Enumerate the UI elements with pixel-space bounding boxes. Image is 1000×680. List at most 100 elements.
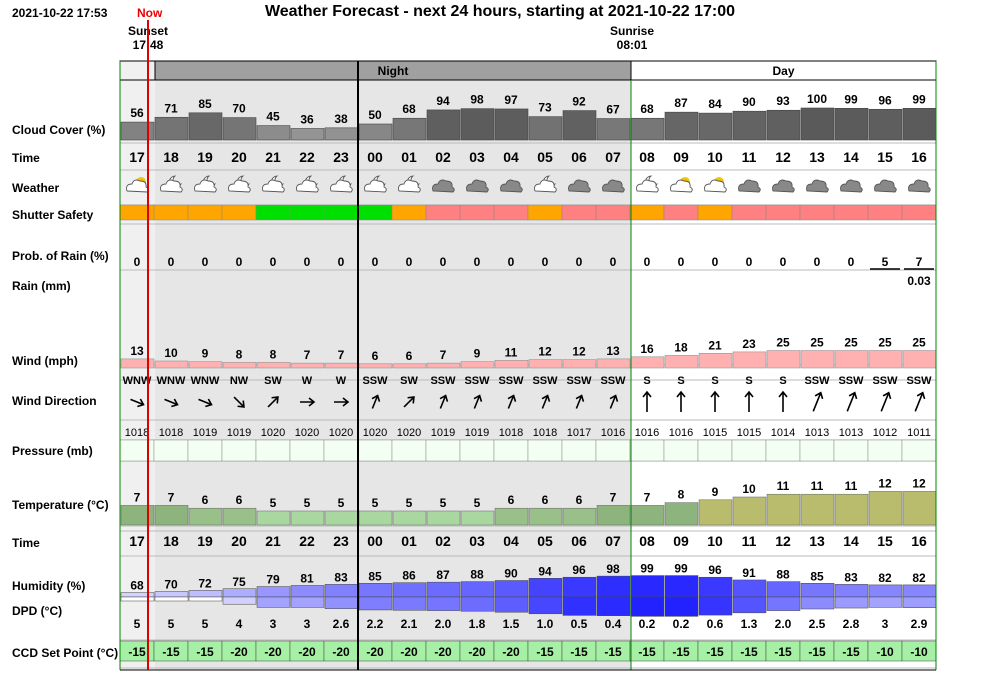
wind-direction-label: SSW	[464, 375, 490, 387]
wind-bar	[902, 350, 937, 369]
cloud-cover-bar	[902, 108, 937, 141]
prob-rain-value: 0	[678, 255, 685, 269]
pressure-value: 1012	[873, 427, 897, 439]
temperature-bar	[800, 493, 835, 526]
wind-bar	[800, 350, 835, 369]
temperature-bar	[902, 491, 937, 526]
cloud-cover-value: 68	[402, 102, 416, 116]
ccd-value: -15	[774, 645, 792, 659]
pressure-cell	[493, 439, 529, 462]
cloud-cover-bar	[222, 117, 257, 141]
row-label-cloud-cover: Cloud Cover (%)	[12, 123, 106, 137]
pressure-cell	[901, 439, 937, 462]
shutter-safety-cell	[595, 204, 631, 221]
temperature-value: 6	[542, 493, 549, 507]
wind-bar	[732, 351, 767, 369]
ccd-value: -20	[264, 645, 282, 659]
row-label-humidity: Humidity (%)	[12, 579, 86, 593]
wind-direction-label: SSW	[804, 375, 830, 387]
pressure-cell	[153, 439, 189, 462]
time-label-bottom: 18	[163, 533, 179, 549]
temperature-bar	[426, 510, 461, 526]
humidity-value: 96	[708, 563, 722, 577]
pressure-cell	[833, 439, 869, 462]
wind-arrow-icon	[198, 398, 213, 408]
dpd-bar	[324, 596, 359, 609]
shutter-safety-cell	[153, 204, 189, 221]
temperature-value: 5	[372, 496, 379, 510]
temperature-value: 5	[474, 496, 481, 510]
wind-value: 8	[236, 347, 243, 361]
pressure-value: 1016	[635, 427, 659, 439]
humidity-bar	[120, 592, 155, 598]
now-label: Now	[137, 6, 163, 20]
temperature-bar	[222, 507, 257, 526]
pressure-cell	[595, 439, 631, 462]
shutter-safety-cell	[867, 204, 903, 221]
time-label-bottom: 22	[299, 533, 315, 549]
temperature-bar	[834, 493, 869, 526]
pressure-cell	[765, 439, 801, 462]
cloud-cover-value: 68	[640, 102, 654, 116]
ccd-value: -20	[298, 645, 316, 659]
row-label-pressure: Pressure (mb)	[12, 444, 93, 458]
wind-arrow-icon	[334, 397, 350, 407]
sunrise-marker: Sunrise 08:01	[597, 24, 667, 52]
ccd-value: -20	[332, 645, 350, 659]
humidity-bar	[426, 581, 461, 598]
wind-bar	[358, 363, 393, 369]
partly-cloudy-day-icon	[670, 177, 693, 193]
temperature-value: 7	[168, 490, 175, 504]
humidity-value: 82	[878, 571, 892, 585]
dpd-bar	[902, 596, 937, 608]
shutter-safety-cell	[833, 204, 869, 221]
wind-arrow-icon	[744, 390, 754, 412]
humidity-bar	[154, 591, 189, 598]
pressure-cell	[697, 439, 733, 462]
shutter-safety-cell	[527, 204, 563, 221]
dpd-value: 0.4	[605, 617, 622, 631]
time-label-bottom: 17	[129, 533, 145, 549]
cloud-cover-value: 56	[130, 106, 144, 120]
wind-bar	[562, 359, 597, 369]
time-label-bottom: 10	[707, 533, 723, 549]
row-label-dpd: DPD (°C)	[12, 604, 63, 618]
dpd-bar	[290, 596, 325, 608]
temperature-bar	[664, 502, 699, 526]
humidity-value: 70	[164, 578, 178, 592]
cloud-cover-bar	[392, 117, 427, 141]
dpd-value: 1.3	[741, 617, 758, 631]
dpd-bar	[766, 596, 801, 611]
prob-rain-value: 7	[916, 255, 923, 269]
wind-bar	[392, 363, 427, 369]
cloud-cover-bar	[426, 109, 461, 141]
ccd-value: -15	[808, 645, 826, 659]
shutter-safety-cell	[187, 204, 223, 221]
shutter-safety-cell	[221, 204, 257, 221]
temperature-bar	[562, 507, 597, 526]
dpd-bar	[426, 596, 461, 611]
dpd-value: 1.8	[469, 617, 486, 631]
wind-direction-label: S	[643, 375, 650, 387]
humidity-bar	[494, 580, 529, 598]
shutter-safety-cell	[357, 204, 393, 221]
wind-direction-label: W	[336, 375, 347, 387]
pressure-value: 1018	[159, 427, 183, 439]
ccd-value: -15	[604, 645, 622, 659]
pressure-value: 1013	[839, 427, 863, 439]
ccd-value: -20	[434, 645, 452, 659]
humidity-value: 96	[572, 563, 586, 577]
wind-value: 23	[742, 337, 756, 351]
prob-rain-value: 0	[202, 255, 209, 269]
temperature-bar	[120, 505, 155, 526]
shutter-safety-cell	[289, 204, 325, 221]
time-label-bottom: 00	[367, 533, 383, 549]
dpd-bar	[256, 596, 291, 608]
time-label: 22	[299, 149, 315, 165]
humidity-value: 85	[810, 569, 824, 583]
time-label-bottom: 07	[605, 533, 621, 549]
row-label-time: Time	[12, 151, 40, 165]
wind-arrow-icon	[164, 398, 179, 408]
pressure-cell	[221, 439, 257, 462]
ccd-value: -15	[740, 645, 758, 659]
